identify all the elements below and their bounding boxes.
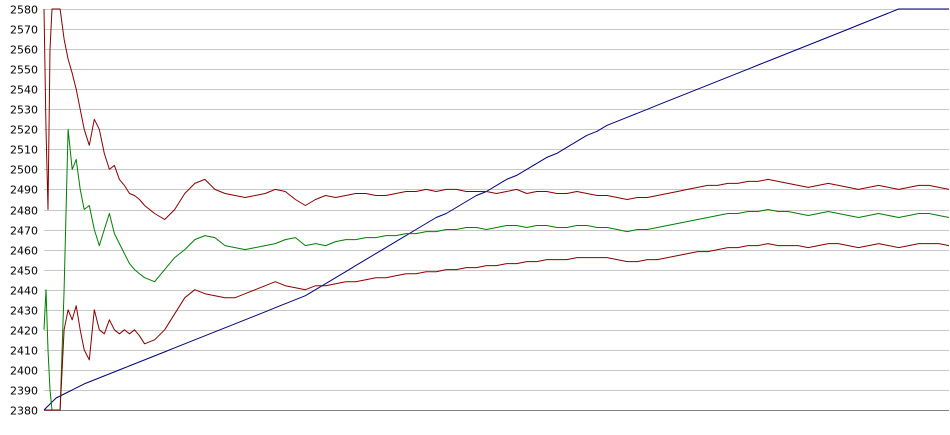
y-tick-label: 2500 [10,164,38,177]
series-line-0 [43,8,949,411]
y-tick-label: 2550 [10,64,38,77]
y-tick-label: 2530 [10,104,38,117]
series-line-1 [43,128,950,411]
y-tick-label: 2440 [10,285,38,298]
y-tick-label: 2400 [10,365,38,378]
y-tick-label: 2490 [10,184,38,197]
y-tick-label: 2510 [10,144,38,157]
y-tick-label: 2390 [10,385,38,398]
y-tick-label: 2570 [10,24,38,37]
y-tick-label: 2480 [10,205,38,218]
grid [44,9,949,411]
y-tick-label: 2420 [10,325,38,338]
series-line-3 [44,243,950,411]
y-tick-label: 2380 [10,405,38,418]
y-axis-tick-labels: 2380 2390 2400 2410 2420 2430 2440 2450 2460 2470… [10,4,38,418]
y-tick-label: 2410 [10,345,38,358]
y-tick-label: 2460 [10,245,38,258]
series-line-2 [43,8,950,220]
y-tick-label: 2560 [10,44,38,57]
y-tick-label: 2470 [10,225,38,238]
y-tick-label: 2580 [10,4,38,17]
y-tick-label: 2520 [10,124,38,137]
y-tick-label: 2450 [10,265,38,278]
y-tick-label: 2540 [10,84,38,97]
series-layer [43,8,950,411]
y-tick-label: 2430 [10,305,38,318]
